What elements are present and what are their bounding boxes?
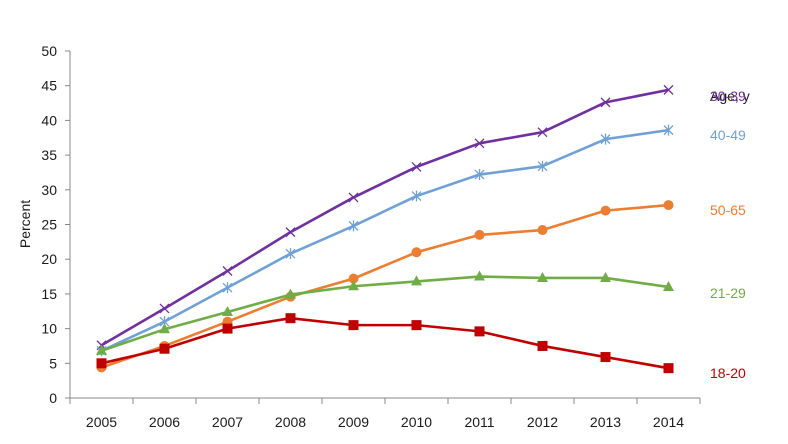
x-tick-label: 2009 xyxy=(338,414,369,430)
data-point xyxy=(348,273,359,284)
y-tick-label: 15 xyxy=(41,286,57,302)
data-point xyxy=(96,344,107,355)
data-point xyxy=(159,343,170,354)
data-point xyxy=(285,248,296,260)
y-tick-label: 30 xyxy=(41,182,57,198)
data-point xyxy=(663,363,674,374)
data-point xyxy=(285,288,296,299)
data-point xyxy=(411,161,422,172)
series-layer xyxy=(96,84,674,374)
y-tick-label: 5 xyxy=(49,355,57,371)
series-line xyxy=(100,88,669,347)
y-tick-label: 50 xyxy=(41,43,57,59)
x-tick-label: 2013 xyxy=(590,414,621,430)
data-point xyxy=(663,84,674,95)
data-point xyxy=(159,303,170,314)
series-line xyxy=(100,128,669,352)
x-tick-label: 2006 xyxy=(149,414,180,430)
x-tick-label: 2008 xyxy=(275,414,306,430)
y-tick-label: 20 xyxy=(41,251,57,267)
data-point xyxy=(285,227,296,238)
data-point xyxy=(411,275,422,286)
data-point xyxy=(663,124,674,136)
series-line xyxy=(101,275,669,353)
x-tick-label: 2010 xyxy=(401,414,432,430)
x-tick-label: 2012 xyxy=(527,414,558,430)
data-point xyxy=(474,229,485,240)
data-point xyxy=(411,190,422,202)
data-point xyxy=(159,323,170,334)
x-tick-label: 2011 xyxy=(464,414,494,430)
series-21-29 xyxy=(96,270,674,355)
series-line xyxy=(101,203,669,369)
data-point xyxy=(474,270,485,281)
x-tick-labels: 2005 2006 2007 2008 2009 2010 2011 2012 2013 2014 xyxy=(69,398,701,430)
series-50-65 xyxy=(96,200,674,373)
x-tick-label: 2005 xyxy=(86,414,117,430)
series-40-49 xyxy=(96,124,674,357)
y-axis-label: Percent xyxy=(17,200,33,248)
series-label: 30-39 xyxy=(710,88,746,104)
data-point xyxy=(348,192,359,203)
x-tick-label: 2007 xyxy=(212,414,243,430)
data-point xyxy=(537,127,548,138)
x-tick-label: 2014 xyxy=(653,414,684,430)
data-point xyxy=(285,313,296,324)
data-point xyxy=(348,320,359,331)
series-labels: 30-39 40-49 50-65 21-29 18-20 xyxy=(710,88,746,381)
data-point xyxy=(600,352,611,363)
series-label: 21-29 xyxy=(710,285,746,301)
data-point xyxy=(663,280,674,291)
legend-title: Age, y xyxy=(710,88,750,104)
series-label: 18-20 xyxy=(710,365,746,381)
data-point xyxy=(600,133,611,145)
series-30-39 xyxy=(96,84,674,351)
data-point xyxy=(537,340,548,351)
series-label: 40-49 xyxy=(710,127,746,143)
data-point xyxy=(600,205,611,216)
data-point xyxy=(222,305,233,316)
data-point xyxy=(348,220,359,232)
data-point xyxy=(348,280,359,291)
y-tick-label: 35 xyxy=(41,147,57,163)
y-tick-label: 40 xyxy=(41,112,57,128)
y-tick-label: 0 xyxy=(49,390,57,406)
data-point xyxy=(474,138,485,149)
y-tick-label: 10 xyxy=(41,321,57,337)
data-point xyxy=(600,271,611,282)
y-tick-label: 25 xyxy=(41,217,57,233)
data-point xyxy=(537,225,548,236)
data-point xyxy=(474,169,485,181)
data-point xyxy=(411,247,422,258)
series-line xyxy=(101,316,669,370)
data-point xyxy=(411,320,422,331)
data-point xyxy=(222,266,233,276)
data-point xyxy=(663,200,674,211)
data-point xyxy=(96,358,107,369)
data-point xyxy=(222,323,233,334)
data-point xyxy=(537,271,548,282)
y-tick-label: 45 xyxy=(41,78,57,94)
data-point xyxy=(222,282,233,294)
data-point xyxy=(474,326,485,337)
data-point xyxy=(537,160,548,172)
series-18-20 xyxy=(96,313,674,374)
series-label: 50-65 xyxy=(710,202,746,218)
y-tick-labels: 0 5 10 15 20 25 30 35 40 45 50 xyxy=(41,43,70,406)
data-point xyxy=(600,97,611,108)
